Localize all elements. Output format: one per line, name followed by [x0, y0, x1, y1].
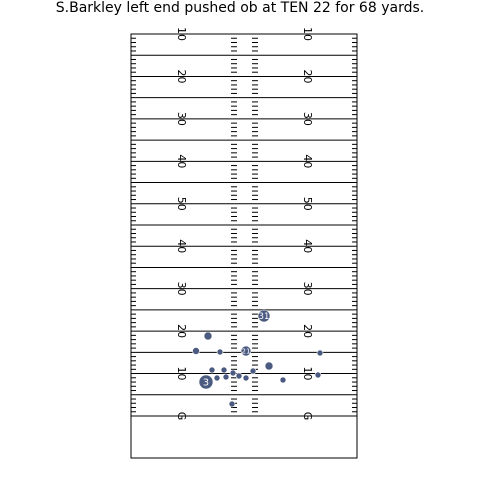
player-marker [213, 374, 221, 382]
yard-number: 20 [175, 69, 188, 83]
player-dot [257, 309, 271, 323]
yard-number: 40 [175, 154, 188, 168]
yard-number: 10 [301, 367, 314, 381]
yard-number: 20 [301, 324, 314, 338]
player-marker [228, 400, 236, 408]
player-marker [203, 331, 213, 341]
player-marker: 31 [257, 309, 271, 323]
yard-number: 10 [175, 367, 188, 381]
player-marker [220, 366, 228, 374]
play-title: S.Barkley left end pushed ob at TEN 22 f… [55, 0, 425, 16]
player-dot [249, 367, 257, 375]
field-border [130, 33, 358, 459]
player-marker [279, 376, 287, 384]
player-dot [240, 345, 252, 357]
player-marker [249, 367, 257, 375]
yard-number: 40 [175, 239, 188, 253]
player-marker [222, 373, 230, 381]
player-dot [279, 376, 287, 384]
player-marker [264, 361, 274, 371]
yard-number: 50 [175, 197, 188, 211]
player-marker [314, 371, 322, 379]
player-dot [213, 374, 221, 382]
player-dot [228, 400, 236, 408]
player-dot [208, 366, 216, 374]
player-dot [314, 371, 322, 379]
player-dot [264, 361, 274, 371]
player-dot [192, 347, 200, 355]
player-dot [220, 366, 228, 374]
player-marker: 3 [198, 374, 214, 390]
field-grid [131, 33, 357, 417]
yard-number: 30 [301, 112, 314, 126]
player-marker [229, 369, 237, 377]
hash-marks [131, 37, 357, 413]
yard-number: G [301, 412, 314, 421]
player-dot [203, 331, 213, 341]
player-dot [216, 348, 224, 356]
yard-number: G [175, 412, 188, 421]
player-dot [198, 374, 214, 390]
player-marker [216, 348, 224, 356]
player-marker [208, 366, 216, 374]
yard-number: 20 [301, 69, 314, 83]
yard-number: 50 [301, 197, 314, 211]
player-number: 3 [203, 378, 209, 389]
yard-number: 30 [175, 282, 188, 296]
yard-number: 20 [175, 324, 188, 338]
player-number: 31 [259, 311, 270, 321]
player-marker [316, 349, 324, 357]
yard-number: 40 [301, 239, 314, 253]
player-marker [242, 374, 250, 382]
player-marker [235, 372, 243, 380]
player-dot [242, 374, 250, 382]
player-dot [229, 369, 237, 377]
player-marker: 21 [240, 345, 252, 357]
players: 21 31 3 [192, 309, 324, 408]
yard-number: 30 [301, 282, 314, 296]
player-dot [222, 373, 230, 381]
yard-number: 30 [175, 112, 188, 126]
yard-number: 40 [301, 154, 314, 168]
player-dot [235, 372, 243, 380]
player-dot [316, 349, 324, 357]
player-number: 21 [242, 348, 251, 356]
player-marker [192, 347, 200, 355]
